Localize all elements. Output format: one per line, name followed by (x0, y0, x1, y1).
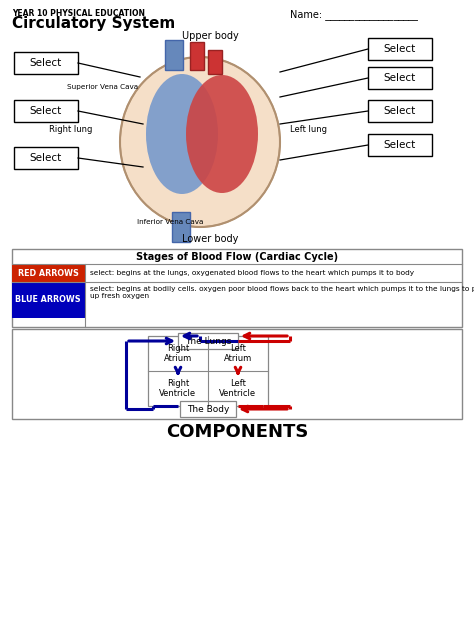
Text: The Lungs: The Lungs (185, 336, 231, 346)
Text: Right
Ventricle: Right Ventricle (159, 379, 197, 398)
Text: Select: Select (30, 106, 62, 116)
Ellipse shape (186, 75, 258, 193)
FancyBboxPatch shape (208, 50, 222, 74)
Text: Upper body: Upper body (182, 31, 238, 41)
FancyBboxPatch shape (190, 42, 204, 70)
Text: Stages of Blood Flow (Cardiac Cycle): Stages of Blood Flow (Cardiac Cycle) (136, 252, 338, 262)
Text: YEAR 10 PHYSICAL EDUCATION: YEAR 10 PHYSICAL EDUCATION (12, 9, 145, 18)
Text: Left
Ventricle: Left Ventricle (219, 379, 256, 398)
Text: Select: Select (384, 106, 416, 116)
Text: Left lung: Left lung (290, 126, 327, 135)
Text: Select: Select (30, 153, 62, 163)
Text: select: begins at the lungs, oxygenated blood flows to the heart which pumps it : select: begins at the lungs, oxygenated … (90, 270, 414, 276)
Text: BLUE ARROWS: BLUE ARROWS (15, 296, 81, 305)
FancyBboxPatch shape (148, 336, 268, 406)
FancyBboxPatch shape (368, 38, 432, 60)
FancyBboxPatch shape (368, 67, 432, 89)
FancyBboxPatch shape (12, 249, 462, 327)
Text: Circulatory System: Circulatory System (12, 16, 175, 31)
FancyBboxPatch shape (172, 212, 190, 242)
Text: COMPONENTS: COMPONENTS (166, 423, 308, 441)
FancyBboxPatch shape (165, 40, 183, 70)
Text: RED ARROWS: RED ARROWS (18, 269, 78, 277)
Text: Name: ___________________: Name: ___________________ (290, 9, 418, 20)
FancyBboxPatch shape (12, 282, 85, 318)
Text: Select: Select (384, 73, 416, 83)
Text: Right lung: Right lung (49, 126, 92, 135)
Text: The Body: The Body (187, 404, 229, 413)
FancyBboxPatch shape (368, 100, 432, 122)
Text: Select: Select (384, 44, 416, 54)
Text: Select: Select (30, 58, 62, 68)
FancyBboxPatch shape (178, 333, 238, 349)
Text: Left
Atrium: Left Atrium (224, 344, 252, 363)
Text: Lower body: Lower body (182, 234, 238, 244)
Text: Superior Vena Cava: Superior Vena Cava (67, 84, 138, 90)
Text: Right
Atrium: Right Atrium (164, 344, 192, 363)
Text: select: begins at bodily cells. oxygen poor blood flows back to the heart which : select: begins at bodily cells. oxygen p… (90, 286, 474, 299)
Ellipse shape (120, 57, 280, 227)
Text: Inferior Vena Cava: Inferior Vena Cava (137, 219, 203, 225)
FancyBboxPatch shape (14, 100, 78, 122)
FancyBboxPatch shape (368, 134, 432, 156)
FancyBboxPatch shape (14, 147, 78, 169)
FancyBboxPatch shape (14, 52, 78, 74)
Text: Select: Select (384, 140, 416, 150)
Ellipse shape (146, 74, 218, 194)
FancyBboxPatch shape (12, 329, 462, 419)
FancyBboxPatch shape (180, 401, 236, 417)
FancyBboxPatch shape (12, 264, 85, 282)
